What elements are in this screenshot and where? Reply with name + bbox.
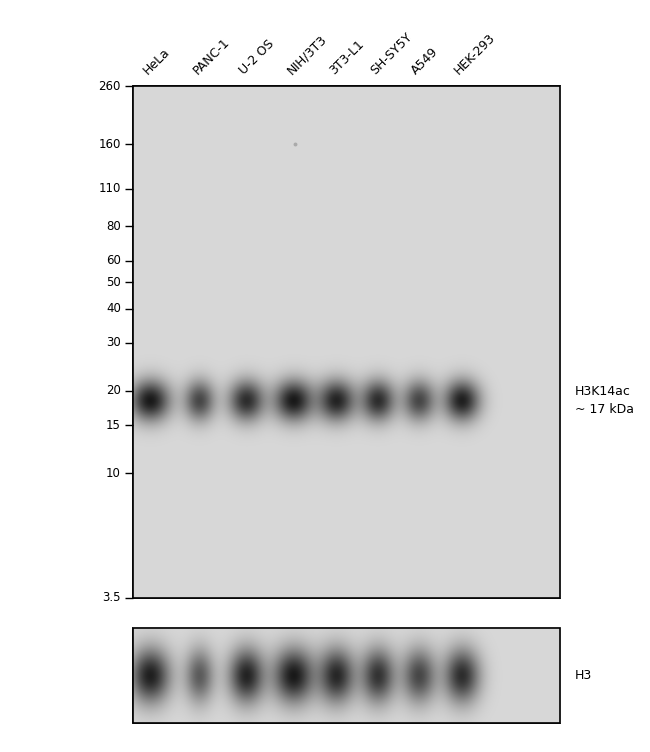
- Text: NIH/3T3: NIH/3T3: [284, 33, 329, 77]
- Text: 80: 80: [106, 220, 121, 233]
- Text: 50: 50: [106, 276, 121, 289]
- Text: 110: 110: [99, 182, 121, 195]
- Text: 20: 20: [106, 384, 121, 398]
- Bar: [133, 86, 560, 598]
- Text: ~ 17 kDa: ~ 17 kDa: [575, 403, 634, 416]
- Text: 3T3-L1: 3T3-L1: [327, 38, 367, 77]
- Text: SH-SY5Y: SH-SY5Y: [369, 31, 415, 77]
- Text: 40: 40: [106, 302, 121, 315]
- Bar: [133, 86, 560, 598]
- Bar: [133, 628, 560, 723]
- Text: 10: 10: [106, 467, 121, 480]
- Text: HeLa: HeLa: [141, 46, 173, 77]
- Text: PANC-1: PANC-1: [190, 36, 232, 77]
- Text: 160: 160: [99, 138, 121, 150]
- Text: 3.5: 3.5: [103, 591, 121, 605]
- Text: 30: 30: [106, 336, 121, 350]
- Text: 260: 260: [99, 80, 121, 93]
- Text: A549: A549: [410, 45, 441, 77]
- Text: H3: H3: [575, 669, 592, 682]
- Text: H3K14ac: H3K14ac: [575, 385, 630, 398]
- Bar: [133, 628, 560, 723]
- Text: U-2 OS: U-2 OS: [237, 38, 277, 77]
- Text: 15: 15: [106, 419, 121, 432]
- Text: HEK-293: HEK-293: [452, 32, 498, 77]
- Text: 60: 60: [106, 254, 121, 267]
